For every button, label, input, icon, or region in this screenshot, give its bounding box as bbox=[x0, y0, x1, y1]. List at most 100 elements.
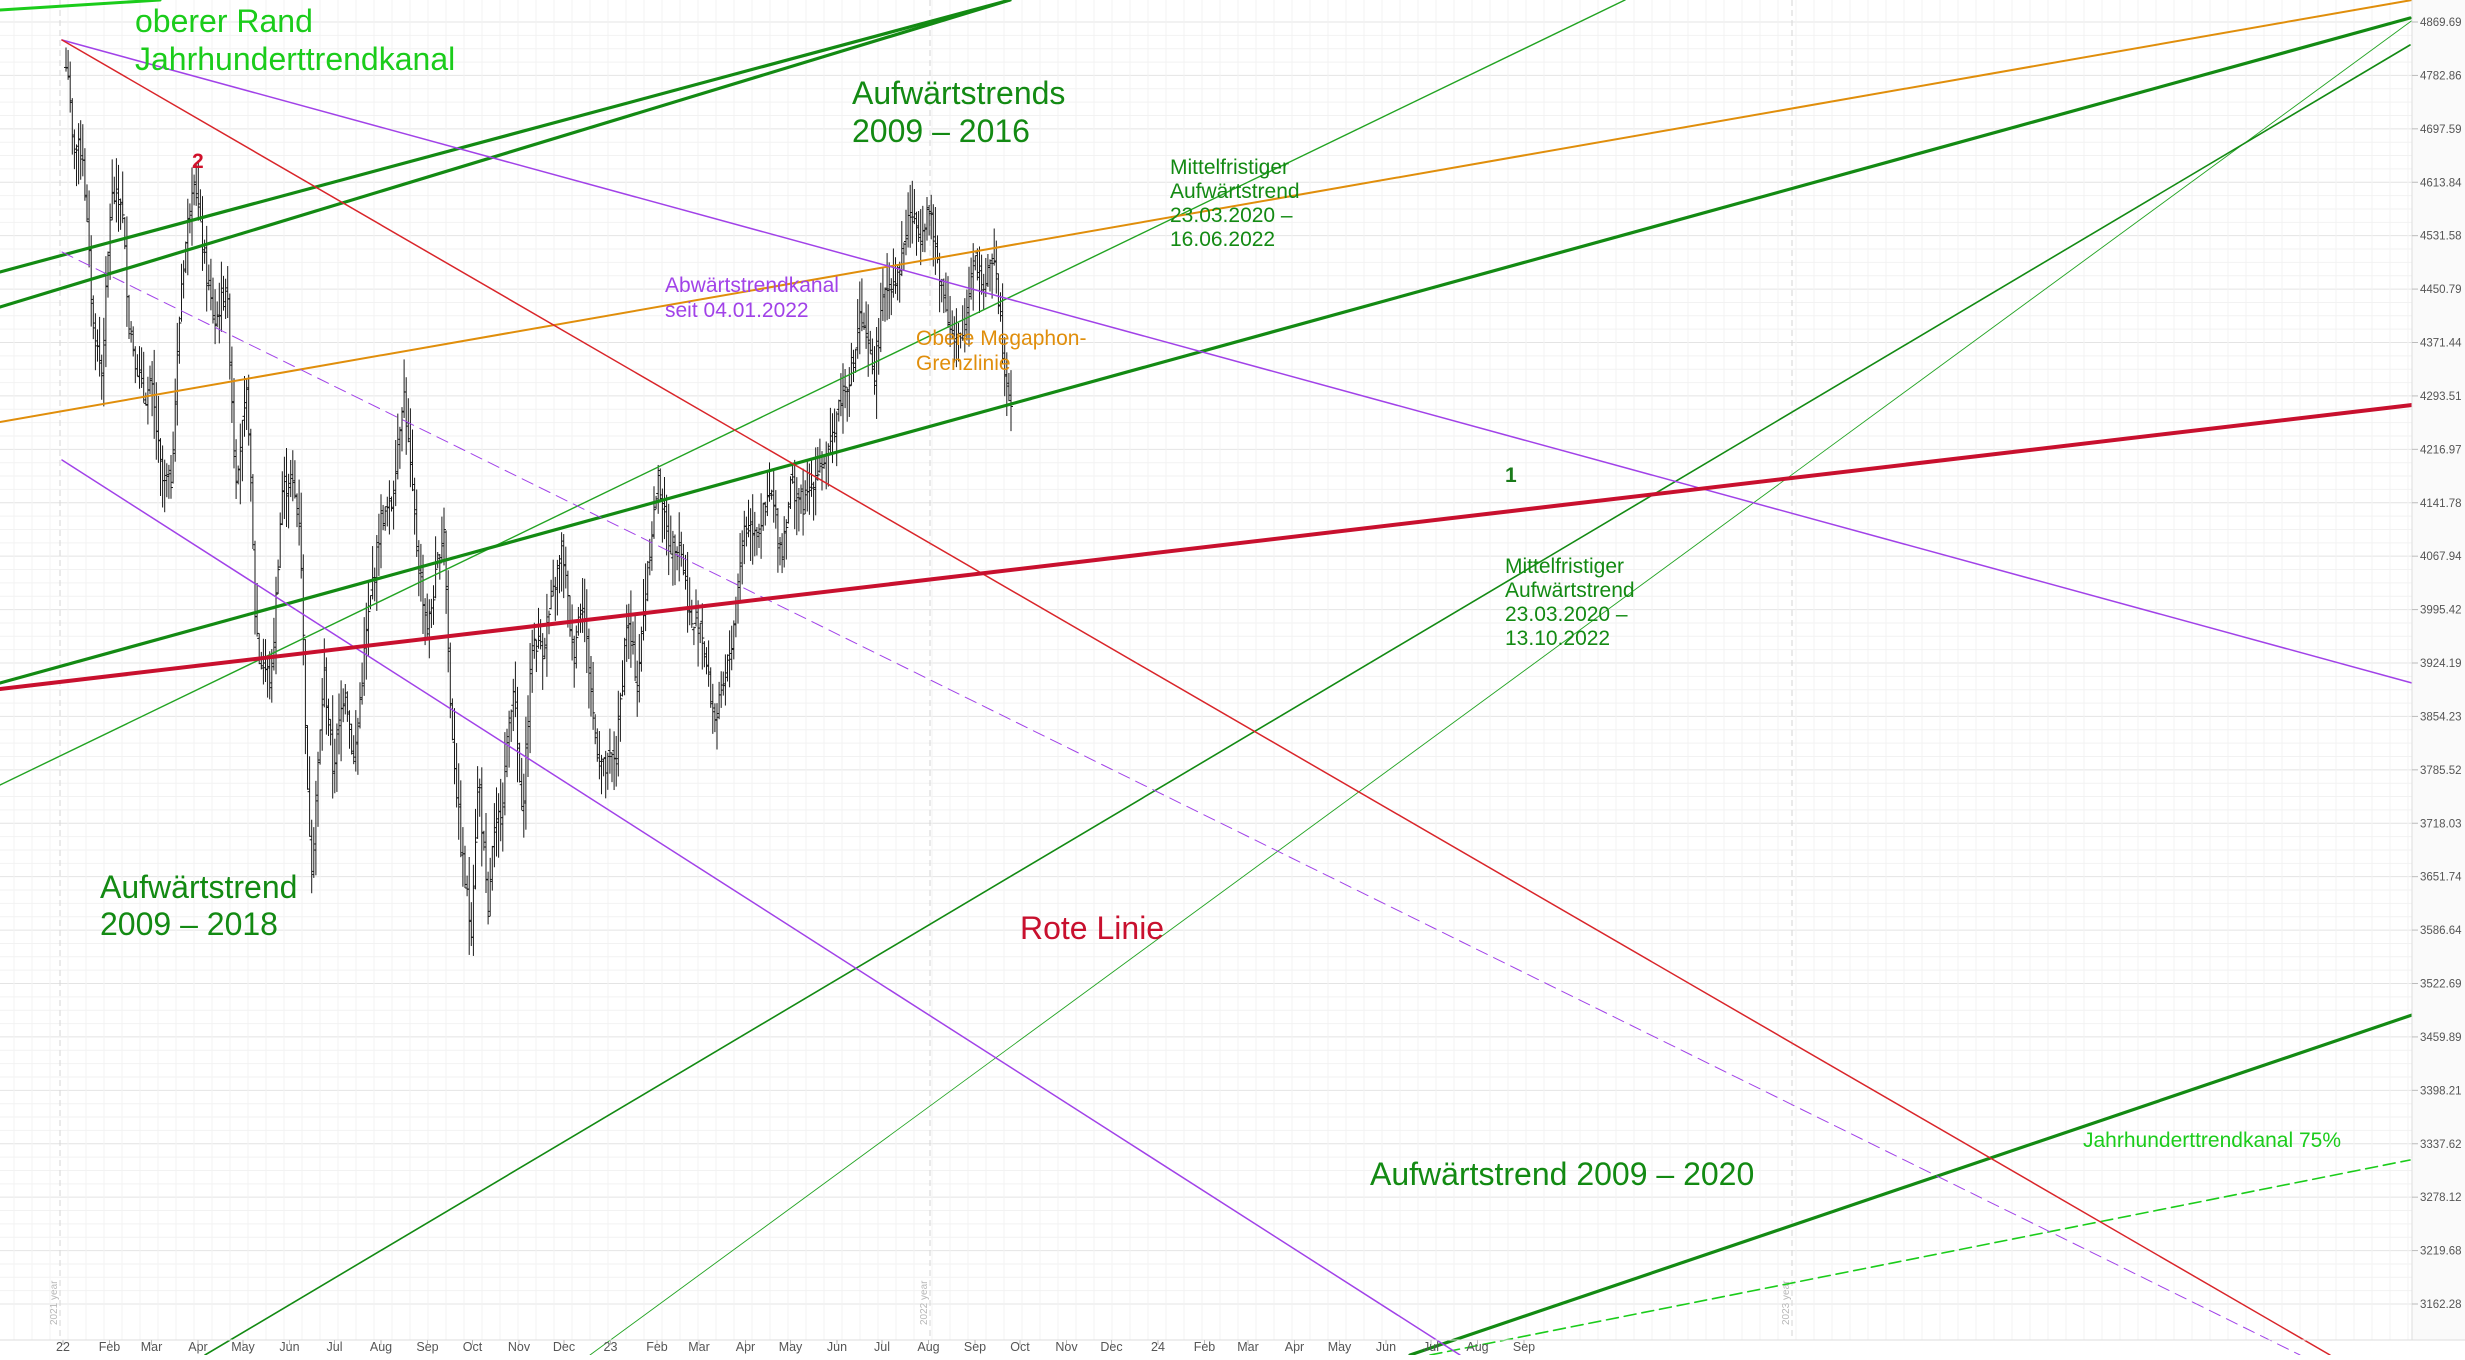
price-bars bbox=[64, 47, 1013, 956]
x-tick-label: Apr bbox=[1285, 1340, 1304, 1354]
trendline-oberer-rand bbox=[0, 0, 162, 12]
x-tick-label: Feb bbox=[646, 1340, 668, 1354]
annotation-mittelfristiger-16-06: Mittelfristiger Aufwärtstrend 23.03.2020 –… bbox=[1170, 156, 1300, 251]
x-tick-label: 23 bbox=[604, 1340, 618, 1354]
annotation-oberer-rand: oberer Rand Jahrhunderttrendkanal bbox=[135, 3, 455, 77]
x-tick-label: Jun bbox=[1376, 1340, 1396, 1354]
annotation-line: 16.06.2022 bbox=[1170, 228, 1275, 251]
annotation-line: Aufwärtstrend 2009 – 2020 bbox=[1370, 1156, 1754, 1192]
annotation-line: Aufwärtstrend bbox=[100, 869, 297, 905]
y-tick-label: 3651.74 bbox=[2420, 872, 2462, 884]
y-tick-label: 4293.51 bbox=[2420, 391, 2462, 403]
y-tick-label: 4216.97 bbox=[2420, 444, 2462, 456]
y-tick-label: 3219.68 bbox=[2420, 1246, 2462, 1258]
x-tick-label: 24 bbox=[1151, 1340, 1165, 1354]
annotations: oberer Rand Jahrhunderttrendkanal Aufwärts… bbox=[100, 3, 2341, 1192]
y-tick-label: 3459.89 bbox=[2420, 1032, 2462, 1044]
y-tick-label: 3995.42 bbox=[2420, 605, 2462, 617]
trendline-aufwaerts-2009-2018 bbox=[0, 16, 2412, 685]
annotation-line: 2009 – 2016 bbox=[852, 113, 1030, 149]
y-tick-label: 4141.78 bbox=[2420, 498, 2462, 510]
annotation-rote-linie: Rote Linie bbox=[1020, 910, 1164, 946]
annotation-line: Mittelfristiger bbox=[1170, 156, 1289, 179]
x-axis: 22 Feb Mar Apr May Jun Jul Aug Sep Oct Nov Dec 23 Feb… bbox=[0, 1339, 2465, 1354]
trendline-aufwaerts-2009-2016-upper bbox=[0, 0, 1012, 274]
x-tick-label: Oct bbox=[463, 1340, 483, 1354]
annotation-line: seit 04.01.2022 bbox=[665, 299, 809, 322]
y-tick-label: 3586.64 bbox=[2420, 925, 2462, 937]
y-tick-label: 3522.69 bbox=[2420, 979, 2462, 991]
marker-2: 2 bbox=[192, 150, 204, 173]
y-tick-label: 4613.84 bbox=[2420, 177, 2462, 189]
y-tick-label: 3854.23 bbox=[2420, 711, 2462, 723]
trendline-abwaerts-middle bbox=[61, 251, 2301, 1356]
x-tick-label: Jun bbox=[279, 1340, 299, 1354]
x-tick-label: Jul bbox=[874, 1340, 890, 1354]
marker-1: 1 bbox=[1505, 464, 1517, 487]
y-tick-label: 3162.28 bbox=[2420, 1299, 2462, 1311]
annotation-line: 23.03.2020 – bbox=[1505, 603, 1628, 626]
x-tick-label: Jul bbox=[327, 1340, 343, 1354]
x-tick-label: Dec bbox=[1100, 1340, 1122, 1354]
y-axis: 4869.69 4782.86 4697.59 4613.84 4531.58 4450.… bbox=[2411, 0, 2465, 1340]
x-tick-label: Feb bbox=[1194, 1340, 1216, 1354]
annotation-line: 13.10.2022 bbox=[1505, 627, 1610, 650]
trendline-mittelfristig-thin bbox=[589, 0, 2441, 1356]
annotation-line: Aufwärtstrends bbox=[852, 75, 1065, 111]
trendline-jahrhunderttrendkanal-75 bbox=[1429, 1159, 2411, 1356]
x-tick-label: Aug bbox=[917, 1340, 939, 1354]
x-tick-label: Nov bbox=[508, 1340, 531, 1354]
y-tick-label: 4371.44 bbox=[2420, 338, 2462, 350]
annotation-aufwaertstrend-2009-2020: Aufwärtstrend 2009 – 2020 bbox=[1370, 1156, 1754, 1192]
annotation-obere-megaphon: Obere Megaphon-Grenzlinie bbox=[916, 327, 1086, 375]
x-tick-label: 22 bbox=[56, 1340, 70, 1354]
y-tick-label: 3398.21 bbox=[2420, 1085, 2462, 1097]
trendline-aufwaerts-2009-2020 bbox=[1408, 1013, 2414, 1357]
x-tick-label: Mar bbox=[688, 1340, 710, 1354]
annotation-jahrhunderttrendkanal-75: Jahrhunderttrendkanal 75% bbox=[2083, 1129, 2341, 1152]
trendline-aufwaerts-2009-2016-lower bbox=[0, 0, 1012, 309]
x-tick-label: Jun bbox=[827, 1340, 847, 1354]
x-tick-label: Dec bbox=[553, 1340, 575, 1354]
trendline-rote-linie bbox=[0, 403, 2414, 691]
x-tick-label: Jul bbox=[1423, 1340, 1439, 1354]
annotation-line: 23.03.2020 – bbox=[1170, 204, 1293, 227]
x-tick-label: Aug bbox=[370, 1340, 392, 1354]
trendline-abwaerts-red bbox=[61, 39, 2331, 1356]
y-tick-label: 3337.62 bbox=[2420, 1139, 2462, 1151]
annotation-line: Aufwärtstrend bbox=[1170, 180, 1300, 203]
x-tick-label: Mar bbox=[141, 1340, 163, 1354]
y-axis-panel bbox=[2412, 0, 2465, 1340]
trendline-mittelfristig-2022-06-16 bbox=[0, 0, 1626, 786]
y-tick-label: 4869.69 bbox=[2420, 17, 2462, 29]
x-tick-label: Sep bbox=[964, 1340, 986, 1354]
x-tick-label: May bbox=[1328, 1340, 1352, 1354]
trendline-abwaerts-upper bbox=[61, 39, 2413, 684]
year-separator-label: 2021 year bbox=[49, 1280, 60, 1325]
annotation-line: Obere Megaphon- bbox=[916, 327, 1086, 350]
x-tick-label: Mar bbox=[1237, 1340, 1259, 1354]
annotation-line: Aufwärtstrend bbox=[1505, 579, 1635, 602]
x-tick-label: May bbox=[231, 1340, 255, 1354]
x-tick-label: Apr bbox=[188, 1340, 207, 1354]
year-separator-label: 2022 year bbox=[919, 1280, 930, 1325]
y-tick-label: 4782.86 bbox=[2420, 70, 2462, 82]
grid bbox=[0, 0, 2412, 1340]
x-tick-label: Nov bbox=[1055, 1340, 1078, 1354]
trendline-abwaerts-lower bbox=[61, 459, 1461, 1356]
annotation-aufwaertstrends-2009-2016: Aufwärtstrends 2009 – 2016 bbox=[852, 75, 1065, 149]
y-tick-label: 3785.52 bbox=[2420, 765, 2462, 777]
annotation-line: 2009 – 2018 bbox=[100, 906, 278, 942]
x-tick-label: Sep bbox=[1513, 1340, 1535, 1354]
x-tick-label: Feb bbox=[99, 1340, 121, 1354]
trendline-mittelfristig-2022-10-13 bbox=[204, 44, 2411, 1356]
year-separators: 2021 year 2022 year 2023 year bbox=[49, 0, 1793, 1340]
x-tick-label: Apr bbox=[736, 1340, 755, 1354]
y-tick-label: 3924.19 bbox=[2420, 658, 2462, 670]
annotation-mittelfristiger-13-10: Mittelfristiger Aufwärtstrend 23.03.2020 –… bbox=[1505, 555, 1635, 650]
annotation-line: oberer Rand bbox=[135, 3, 313, 39]
